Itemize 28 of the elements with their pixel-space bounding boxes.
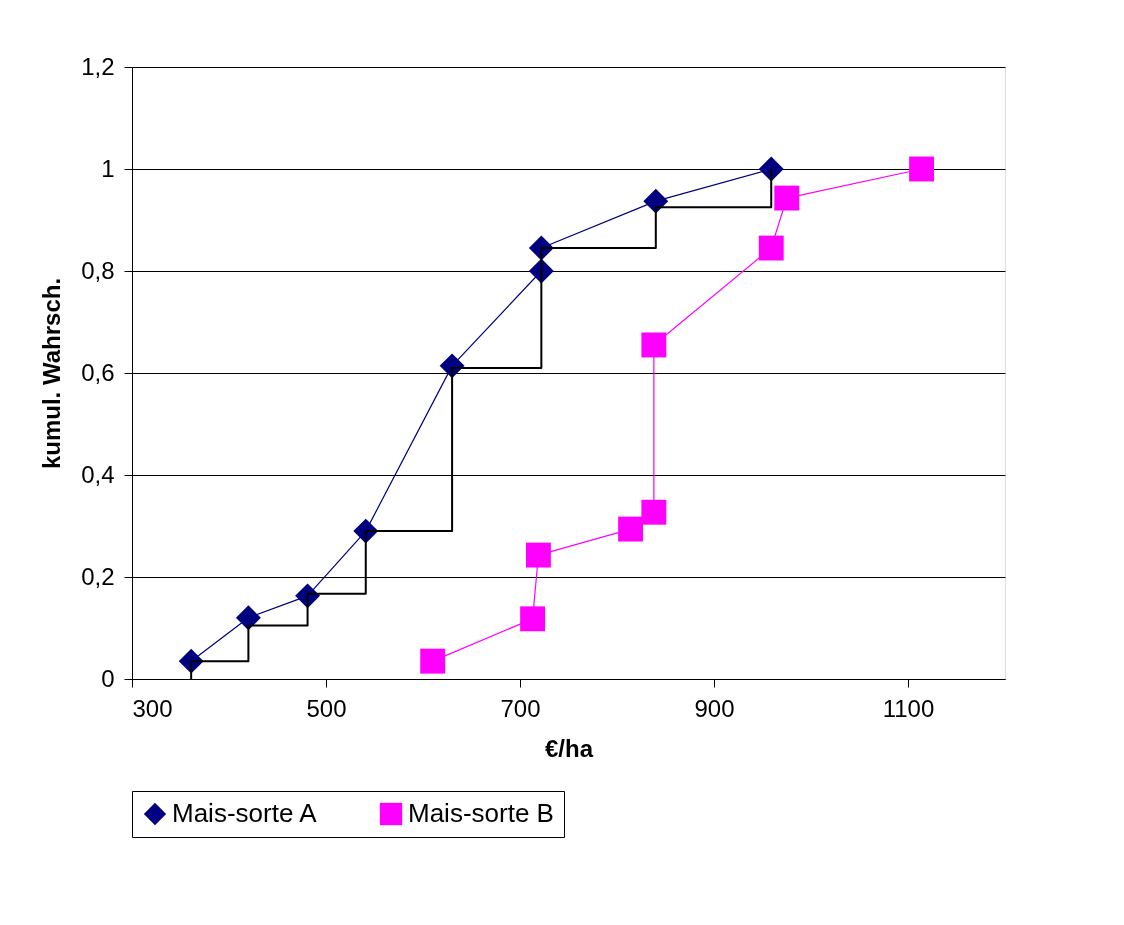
point	[618, 516, 644, 542]
point	[520, 606, 546, 632]
x-tick-label: 900	[694, 694, 735, 722]
y-tick-label: 1	[101, 154, 115, 182]
y-tick-label: 0,6	[81, 358, 115, 386]
legend-label: Mais-sorte B	[408, 798, 554, 828]
x-tick-label: 700	[500, 694, 541, 722]
point	[641, 332, 667, 358]
point	[909, 156, 935, 182]
x-axis-title: €/ha	[544, 734, 594, 762]
y-axis-title: kumul. Wahrsch.	[38, 277, 66, 470]
y-tick-label: 0,2	[81, 562, 115, 590]
y-tick-label: 0,8	[81, 256, 115, 284]
point	[643, 188, 669, 214]
point	[235, 605, 261, 631]
point	[641, 499, 667, 525]
x-tick-label: 1100	[882, 694, 935, 722]
point	[758, 156, 784, 182]
y-tick-label: 0,4	[81, 460, 115, 488]
y-tick-label: 1,2	[81, 52, 115, 80]
x-tick-label: 500	[306, 694, 347, 722]
point	[758, 235, 784, 261]
legend-label: Mais-sorte A	[172, 798, 318, 828]
point	[525, 542, 551, 568]
point	[420, 648, 446, 674]
x-tick-label: 300	[132, 694, 173, 722]
y-tick-label: 0	[101, 664, 115, 692]
point	[774, 185, 800, 211]
